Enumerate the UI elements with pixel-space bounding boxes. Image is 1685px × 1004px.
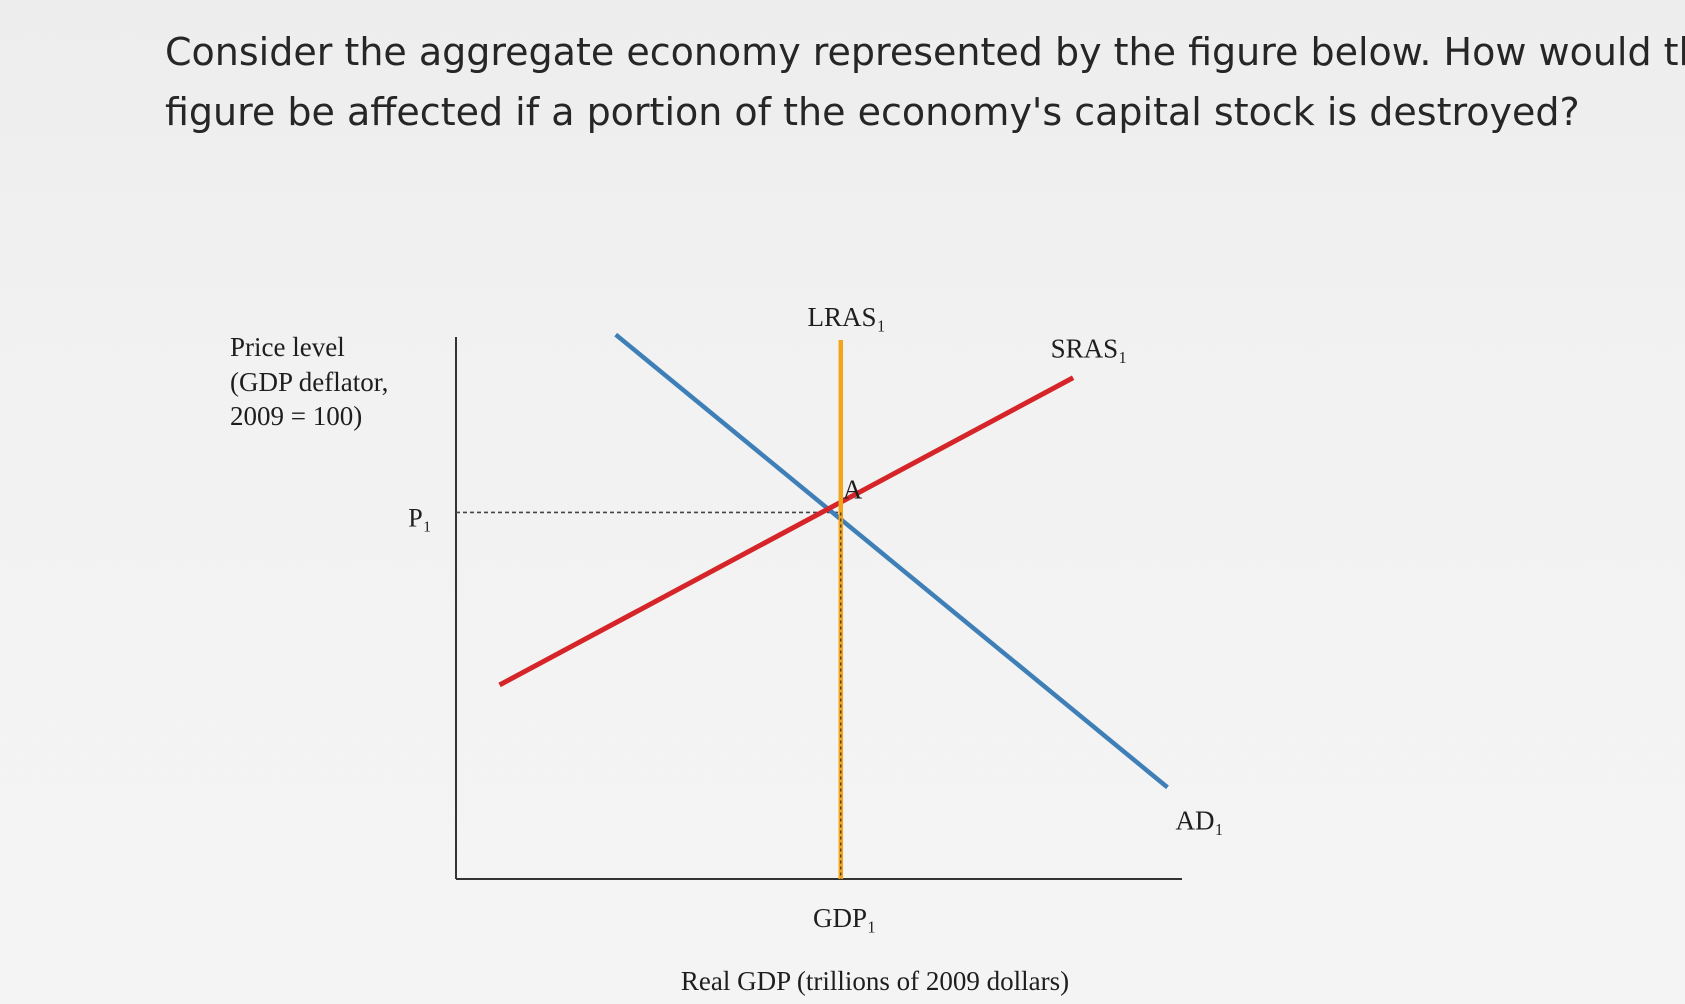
ad1-curve [614, 332, 1169, 790]
question-line-1: Consider the aggregate economy represent… [165, 30, 1685, 74]
y-axis-label-line-3: 2009 = 100) [230, 401, 362, 431]
y-axis-label-line-1: Price level [230, 332, 345, 362]
x-axis-label: Real GDP (trillions of 2009 dollars) [681, 966, 1069, 996]
sras1-curve [498, 375, 1075, 688]
question-line-2: figure be affected if a portion of the e… [165, 90, 1580, 134]
lras1-label: LRAS₁ [808, 302, 886, 332]
sras1-label: SRAS₁ [1051, 334, 1128, 364]
y-axis-label: Price level (GDP deflator, 2009 = 100) [230, 332, 388, 431]
x-tick-label-gdp1: GDP₁ [813, 903, 876, 933]
question-text: Consider the aggregate economy represent… [165, 22, 1685, 142]
reference-lines [456, 511, 842, 879]
ad1-label: AD₁ [1175, 805, 1223, 835]
y-axis-label-line-2: (GDP deflator, [230, 367, 388, 397]
curve-labels: P₁ GDP₁ LRAS₁ SRAS₁ AD₁ A [408, 302, 1224, 933]
equilibrium-label-a: A [843, 474, 863, 504]
y-tick-label-p1: P₁ [408, 503, 432, 532]
curves [498, 332, 1169, 879]
